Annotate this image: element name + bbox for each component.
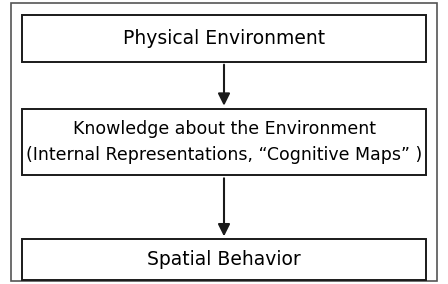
Bar xyxy=(22,15,426,62)
Text: Knowledge about the Environment
(Internal Representations, “Cognitive Maps” ): Knowledge about the Environment (Interna… xyxy=(26,120,422,164)
Bar xyxy=(22,109,426,175)
Text: Physical Environment: Physical Environment xyxy=(123,29,325,48)
Bar xyxy=(22,239,426,280)
Text: Spatial Behavior: Spatial Behavior xyxy=(147,250,301,269)
